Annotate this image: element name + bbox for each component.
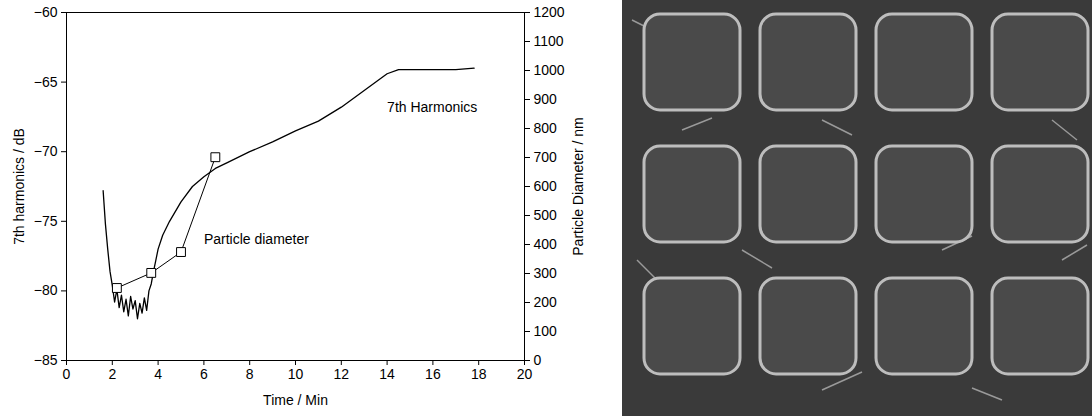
svg-text:0: 0: [534, 352, 542, 368]
svg-text:−60: −60: [34, 4, 58, 20]
svg-text:700: 700: [534, 149, 558, 165]
svg-text:Time / Min: Time / Min: [263, 392, 328, 408]
svg-text:7th Harmonics: 7th Harmonics: [387, 99, 477, 115]
svg-text:400: 400: [534, 236, 558, 252]
svg-text:600: 600: [534, 178, 558, 194]
svg-text:−65: −65: [34, 74, 58, 90]
svg-text:800: 800: [534, 120, 558, 136]
svg-text:900: 900: [534, 91, 558, 107]
svg-text:−75: −75: [34, 213, 58, 229]
svg-text:0: 0: [63, 366, 71, 382]
svg-text:Particle Diameter / nm: Particle Diameter / nm: [570, 117, 586, 255]
svg-text:100: 100: [534, 323, 558, 339]
svg-text:14: 14: [379, 366, 395, 382]
svg-text:6: 6: [200, 366, 208, 382]
svg-text:12: 12: [334, 366, 350, 382]
svg-text:16: 16: [425, 366, 441, 382]
svg-text:−70: −70: [34, 143, 58, 159]
svg-text:8: 8: [246, 366, 254, 382]
svg-text:1000: 1000: [534, 62, 565, 78]
svg-text:200: 200: [534, 294, 558, 310]
svg-text:10: 10: [288, 366, 304, 382]
svg-text:1100: 1100: [534, 33, 564, 49]
svg-text:7th harmonics / dB: 7th harmonics / dB: [11, 128, 27, 245]
svg-text:300: 300: [534, 265, 558, 281]
svg-text:−85: −85: [34, 352, 58, 368]
svg-text:4: 4: [154, 366, 162, 382]
svg-text:18: 18: [471, 366, 487, 382]
svg-text:500: 500: [534, 207, 558, 223]
svg-text:20: 20: [517, 366, 533, 382]
svg-text:2: 2: [108, 366, 116, 382]
svg-text:−80: −80: [34, 282, 58, 298]
svg-text:1200: 1200: [534, 4, 565, 20]
svg-text:Particle diameter: Particle diameter: [204, 231, 309, 247]
